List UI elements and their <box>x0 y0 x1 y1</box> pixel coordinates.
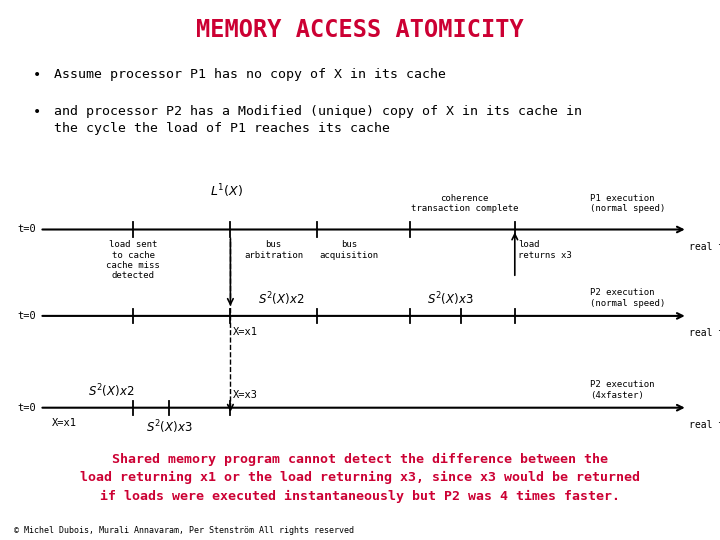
Text: load
returns x3: load returns x3 <box>518 240 572 260</box>
Text: MEMORY ACCESS ATOMICITY: MEMORY ACCESS ATOMICITY <box>196 18 524 42</box>
Text: P2 execution
(normal speed): P2 execution (normal speed) <box>590 288 666 308</box>
Text: real time: real time <box>689 420 720 430</box>
Text: and processor P2 has a Modified (unique) copy of X in its cache in
the cycle the: and processor P2 has a Modified (unique)… <box>54 105 582 136</box>
Text: real time: real time <box>689 328 720 338</box>
Text: P2 execution
(4xfaster): P2 execution (4xfaster) <box>590 380 655 400</box>
Text: Assume processor P1 has no copy of X in its cache: Assume processor P1 has no copy of X in … <box>54 68 446 81</box>
Text: •: • <box>32 68 41 82</box>
Text: real time: real time <box>689 242 720 252</box>
Text: $L^1(X)$: $L^1(X)$ <box>210 182 243 200</box>
Text: X=x1: X=x1 <box>233 327 258 337</box>
Text: X=x1: X=x1 <box>53 418 77 429</box>
Text: t=0: t=0 <box>17 311 36 321</box>
Text: Shared memory program cannot detect the difference between the
load returning x1: Shared memory program cannot detect the … <box>80 453 640 503</box>
Text: coherence
transaction complete: coherence transaction complete <box>410 194 518 213</box>
Text: X=x3: X=x3 <box>233 389 258 400</box>
Text: load sent
to cache
cache miss
detected: load sent to cache cache miss detected <box>107 240 160 280</box>
Text: $S^2(X)x3$: $S^2(X)x3$ <box>146 418 192 436</box>
Text: $S^2(X)x3$: $S^2(X)x3$ <box>427 290 473 308</box>
Text: $S^2(X)x2$: $S^2(X)x2$ <box>258 290 304 308</box>
Text: © Michel Dubois, Murali Annavaram, Per Stenström All rights reserved: © Michel Dubois, Murali Annavaram, Per S… <box>14 526 354 535</box>
Text: $S^2(X)x2$: $S^2(X)x2$ <box>89 382 135 400</box>
Text: P1 execution
(normal speed): P1 execution (normal speed) <box>590 194 666 213</box>
Text: bus
acquisition: bus acquisition <box>320 240 379 260</box>
Text: bus
arbitration: bus arbitration <box>244 240 303 260</box>
Text: t=0: t=0 <box>17 403 36 413</box>
Text: t=0: t=0 <box>17 225 36 234</box>
Text: •: • <box>32 105 41 119</box>
